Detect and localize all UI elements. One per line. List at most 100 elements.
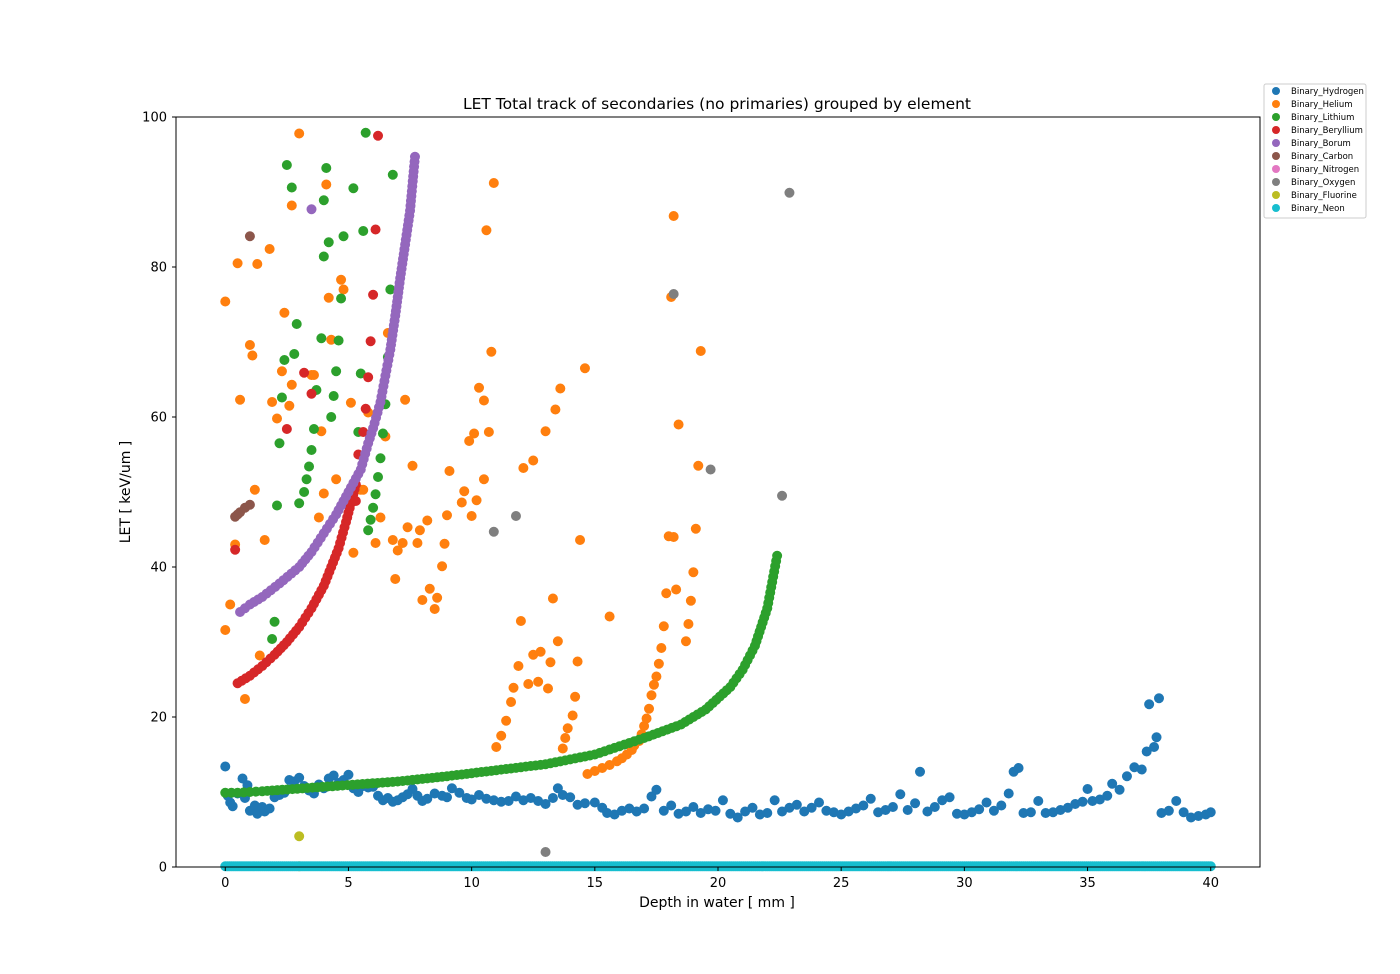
point-binary-fluorine <box>294 831 305 842</box>
point-binary-helium <box>247 350 258 361</box>
legend-marker-binary-nitrogen <box>1272 165 1280 173</box>
point-binary-oxygen <box>668 289 679 299</box>
x-tick-label: 15 <box>587 876 604 891</box>
point-binary-helium <box>412 538 423 548</box>
x-axis-ticks: 0 5 10 15 20 25 30 35 40 <box>221 867 1219 891</box>
point-binary-lithium <box>291 319 302 329</box>
y-tick-label: 0 <box>159 861 167 876</box>
point-binary-helium <box>641 713 652 724</box>
point-binary-hydrogen <box>695 808 706 818</box>
point-binary-hydrogen <box>1141 746 1152 757</box>
point-binary-helium <box>688 567 699 578</box>
point-binary-helium <box>259 535 270 545</box>
point-binary-hydrogen <box>887 802 898 812</box>
point-binary-beryllium <box>306 388 317 399</box>
point-binary-helium <box>496 730 507 741</box>
x-tick-label: 35 <box>1079 876 1096 891</box>
point-binary-hydrogen <box>865 793 876 804</box>
point-binary-hydrogen <box>466 794 477 805</box>
point-binary-helium <box>308 370 319 380</box>
point-binary-hydrogen <box>902 805 913 815</box>
point-binary-beryllium <box>299 367 310 378</box>
point-binary-helium <box>469 428 480 439</box>
point-binary-helium <box>439 538 450 549</box>
legend-marker-binary-beryllium <box>1272 126 1280 134</box>
point-binary-hydrogen <box>651 784 662 795</box>
point-binary-hydrogen <box>609 809 620 820</box>
point-binary-hydrogen <box>732 812 743 823</box>
point-binary-hydrogen <box>929 802 940 812</box>
point-binary-hydrogen <box>510 791 521 802</box>
point-binary-helium <box>515 616 526 626</box>
x-tick-label: 25 <box>833 876 850 891</box>
y-tick-label: 100 <box>142 111 167 126</box>
series-binary-oxygen <box>488 187 795 857</box>
point-binary-lithium <box>336 293 347 304</box>
point-binary-helium <box>690 523 701 534</box>
point-binary-helium <box>646 690 657 701</box>
point-binary-helium <box>220 625 231 635</box>
point-binary-helium <box>483 427 494 437</box>
point-binary-helium <box>429 604 440 614</box>
point-binary-helium <box>348 547 359 558</box>
point-binary-helium <box>651 671 662 682</box>
point-binary-helium <box>252 259 263 269</box>
point-binary-hydrogen <box>1018 808 1029 818</box>
point-binary-hydrogen <box>503 796 514 806</box>
legend-marker-binary-hydrogen <box>1272 87 1280 95</box>
point-binary-beryllium <box>350 496 361 506</box>
series-binary-carbon <box>230 231 255 522</box>
point-binary-helium <box>680 636 691 647</box>
point-binary-hydrogen <box>1033 796 1044 806</box>
point-binary-hydrogen <box>1151 732 1162 743</box>
point-binary-hydrogen <box>540 799 551 809</box>
point-binary-hydrogen <box>1003 788 1014 799</box>
point-binary-helium <box>648 679 659 690</box>
point-binary-helium <box>673 419 684 430</box>
point-binary-hydrogen <box>1077 796 1088 807</box>
point-binary-oxygen <box>510 511 521 521</box>
point-binary-beryllium <box>370 224 381 235</box>
point-binary-borum <box>409 151 420 162</box>
point-binary-lithium <box>363 525 374 536</box>
point-binary-hydrogen <box>915 766 926 777</box>
point-binary-helium <box>508 682 519 693</box>
point-binary-helium <box>661 588 672 599</box>
y-axis-ticks: 0 20 40 60 80 100 <box>142 111 176 876</box>
point-binary-hydrogen <box>1149 742 1160 752</box>
point-binary-lithium <box>294 498 305 509</box>
point-binary-hydrogen <box>740 806 751 817</box>
point-binary-helium <box>321 179 332 190</box>
point-binary-lithium <box>338 231 349 242</box>
point-binary-lithium <box>387 169 398 180</box>
point-binary-lithium <box>331 366 342 377</box>
point-binary-hydrogen <box>446 783 457 794</box>
point-binary-helium <box>474 382 485 393</box>
point-binary-carbon <box>244 231 255 242</box>
point-binary-helium <box>535 646 546 657</box>
point-binary-hydrogen <box>791 799 802 810</box>
y-tick-label: 80 <box>150 261 167 276</box>
point-binary-hydrogen <box>895 789 906 800</box>
point-binary-beryllium <box>363 372 374 383</box>
legend-box <box>1263 83 1367 219</box>
chart-title: LET Total track of secondaries (no prima… <box>463 95 971 113</box>
point-binary-hydrogen <box>454 787 465 798</box>
point-binary-helium <box>491 742 502 752</box>
point-binary-helium <box>225 599 236 610</box>
legend-label-binary-helium: Binary_Helium <box>1291 100 1353 110</box>
point-binary-hydrogen <box>294 772 305 783</box>
point-binary-hydrogen <box>1040 808 1051 818</box>
point-binary-hydrogen <box>974 804 985 815</box>
point-binary-helium <box>400 394 411 405</box>
point-binary-helium <box>550 404 561 415</box>
point-binary-lithium <box>301 474 312 485</box>
point-binary-lithium <box>373 472 384 482</box>
legend-marker-binary-lithium <box>1272 113 1280 121</box>
point-binary-helium <box>402 522 413 533</box>
point-binary-helium <box>579 363 590 374</box>
point-binary-hydrogen <box>981 797 992 808</box>
point-binary-helium <box>286 379 297 390</box>
series-binary-lithium <box>220 127 783 798</box>
